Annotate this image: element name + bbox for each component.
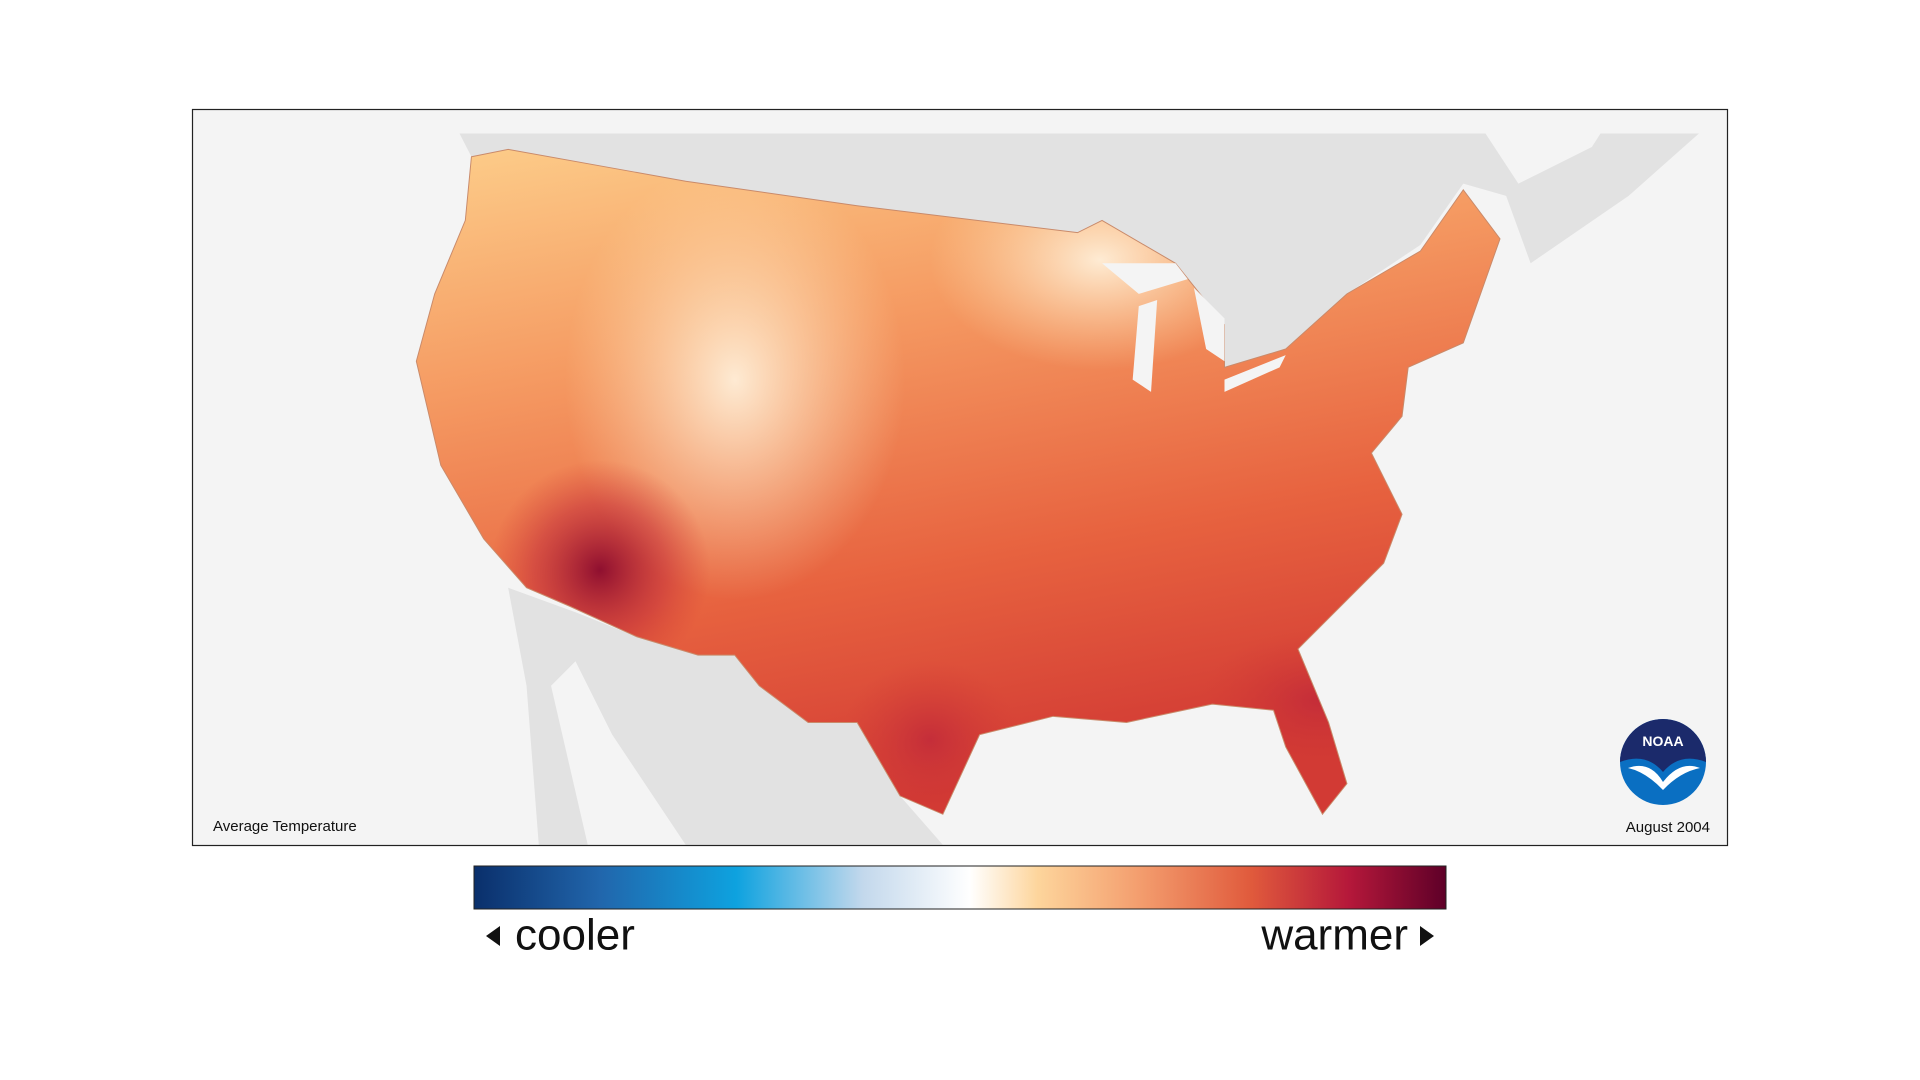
- map-title: Average Temperature: [213, 818, 357, 835]
- color-bar: [473, 865, 1447, 910]
- noaa-logo: NOAA: [1620, 719, 1706, 805]
- lake: [1193, 287, 1225, 362]
- logo-text: NOAA: [1642, 733, 1683, 749]
- lake: [1132, 300, 1158, 392]
- logo-bird: [1628, 765, 1700, 790]
- legend-high: warmer: [1260, 911, 1408, 960]
- map-frame: [191, 108, 1729, 847]
- surrounding-land: [459, 133, 1699, 845]
- great-lakes: [1102, 263, 1286, 392]
- lake: [1102, 263, 1188, 294]
- map-date: August 2004: [1626, 819, 1710, 836]
- mexico: [508, 587, 943, 845]
- legend-low: cooler: [515, 911, 635, 960]
- lake: [1224, 355, 1286, 392]
- canada: [459, 133, 1699, 368]
- logo-top: [1620, 719, 1706, 772]
- right-arrow: [1420, 926, 1434, 946]
- left-arrow: [486, 926, 500, 946]
